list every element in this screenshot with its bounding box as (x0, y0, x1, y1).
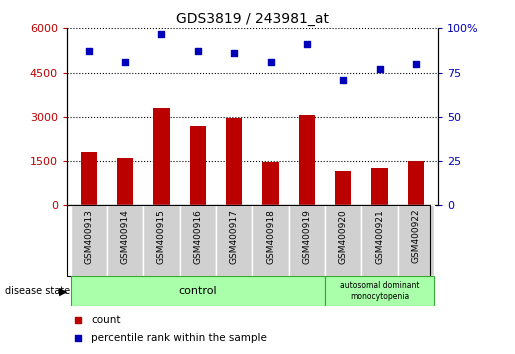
Bar (190, 126, 206, 205)
Bar (180, 205, 216, 276)
Text: GSM400917: GSM400917 (230, 209, 238, 264)
Bar (362, 205, 398, 276)
Point (339, 77, 347, 82)
Bar (371, 169, 388, 205)
Point (194, 48, 202, 54)
Text: GSM400916: GSM400916 (193, 209, 202, 264)
Point (230, 50, 238, 56)
Bar (117, 158, 133, 205)
Text: GSM400919: GSM400919 (302, 209, 312, 264)
Bar (71, 205, 107, 276)
Point (375, 66, 384, 72)
Bar (153, 108, 169, 205)
Bar (252, 205, 289, 276)
Text: disease state: disease state (5, 286, 70, 296)
Point (121, 59, 129, 65)
Text: control: control (179, 286, 217, 296)
Bar (143, 205, 180, 276)
Bar (216, 205, 252, 276)
Bar (71, 276, 325, 306)
Point (84, 48, 93, 54)
Point (74, 318, 82, 323)
Point (412, 61, 420, 67)
Bar (398, 205, 434, 276)
Bar (80, 152, 97, 205)
Point (266, 59, 274, 65)
Text: GSM400914: GSM400914 (121, 209, 130, 264)
Text: autosomal dominant
monocytopenia: autosomal dominant monocytopenia (340, 281, 419, 301)
Title: GDS3819 / 243981_at: GDS3819 / 243981_at (176, 12, 329, 26)
Point (74, 335, 82, 341)
Text: GSM400913: GSM400913 (84, 209, 93, 264)
Bar (299, 115, 315, 205)
Bar (107, 205, 143, 276)
Bar (262, 162, 279, 205)
Point (303, 41, 311, 47)
Text: ▶: ▶ (59, 286, 68, 296)
Point (158, 31, 166, 36)
Bar (289, 205, 325, 276)
Bar (408, 161, 424, 205)
Bar (335, 171, 351, 205)
Bar (226, 118, 243, 205)
Text: GSM400920: GSM400920 (339, 209, 348, 264)
Text: GSM400915: GSM400915 (157, 209, 166, 264)
Bar (325, 205, 362, 276)
Text: percentile rank within the sample: percentile rank within the sample (91, 333, 267, 343)
Text: GSM400922: GSM400922 (411, 209, 420, 263)
Bar (325, 276, 434, 306)
Text: GSM400918: GSM400918 (266, 209, 275, 264)
Text: GSM400921: GSM400921 (375, 209, 384, 264)
Text: count: count (91, 315, 121, 325)
